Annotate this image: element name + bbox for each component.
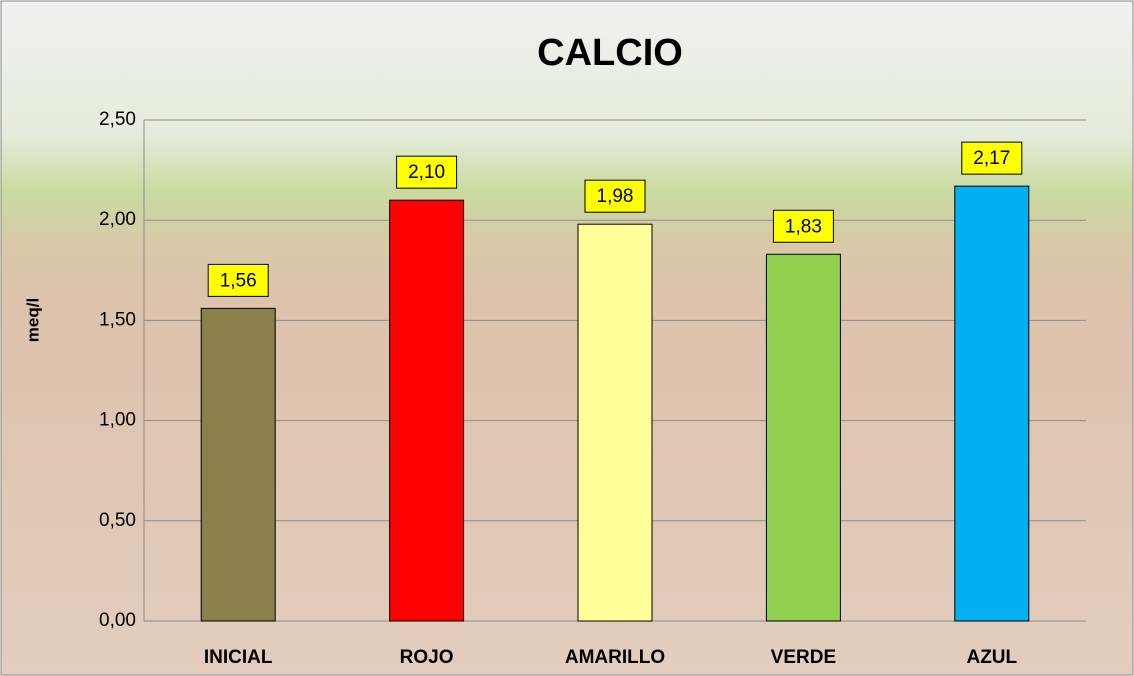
bar <box>955 186 1029 621</box>
data-label: 1,83 <box>785 216 822 237</box>
y-tick-label: 0,50 <box>99 510 136 531</box>
y-tick-label: 1,00 <box>99 410 136 431</box>
data-label: 1,98 <box>597 186 634 207</box>
y-tick-label: 0,00 <box>99 610 136 631</box>
chart: CALCIO meq/l 0,00 0,50 1,00 1,50 2,00 2,50 INI… <box>0 0 1134 676</box>
chart-title: CALCIO <box>537 32 683 74</box>
y-tick-label: 2,50 <box>99 109 136 130</box>
data-label: 2,10 <box>408 162 445 183</box>
bar <box>578 224 652 621</box>
x-tick-label: INICIAL <box>204 647 273 668</box>
data-label: 2,17 <box>973 148 1010 169</box>
x-tick-label: VERDE <box>771 647 836 668</box>
x-tick-label: AZUL <box>966 647 1017 668</box>
bar <box>201 308 275 621</box>
bar <box>766 254 840 621</box>
data-label: 1,56 <box>220 270 257 291</box>
x-tick-label: ROJO <box>400 647 454 668</box>
y-tick-label: 1,50 <box>99 309 136 330</box>
y-tick-label: 2,00 <box>99 209 136 230</box>
y-axis-label: meq/l <box>23 298 42 342</box>
bar <box>390 200 464 621</box>
x-tick-label: AMARILLO <box>565 647 665 668</box>
